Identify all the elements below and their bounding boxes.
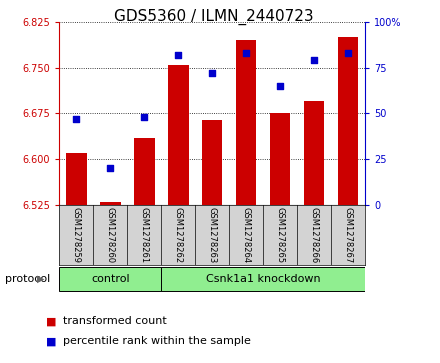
Bar <box>202 119 223 205</box>
Text: GSM1278261: GSM1278261 <box>140 207 149 263</box>
Text: percentile rank within the sample: percentile rank within the sample <box>63 336 251 346</box>
Point <box>209 70 216 76</box>
Point <box>175 52 182 58</box>
Text: transformed count: transformed count <box>63 316 167 326</box>
Text: ■: ■ <box>46 336 57 346</box>
Text: ■: ■ <box>46 316 57 326</box>
Bar <box>100 202 121 205</box>
Text: ▶: ▶ <box>37 274 44 284</box>
Bar <box>59 268 161 291</box>
Bar <box>270 114 290 205</box>
Point <box>243 50 250 56</box>
Text: protocol: protocol <box>5 274 51 284</box>
Bar <box>134 138 154 205</box>
Text: GSM1278264: GSM1278264 <box>242 207 251 263</box>
Text: control: control <box>91 274 130 284</box>
Text: GSM1278266: GSM1278266 <box>310 207 319 263</box>
Text: GSM1278259: GSM1278259 <box>72 207 81 263</box>
Bar <box>236 40 257 205</box>
Text: GSM1278267: GSM1278267 <box>344 207 353 263</box>
Point <box>73 116 80 122</box>
Point <box>107 166 114 171</box>
Point <box>345 50 352 56</box>
Text: GDS5360 / ILMN_2440723: GDS5360 / ILMN_2440723 <box>114 9 313 25</box>
Text: GSM1278265: GSM1278265 <box>276 207 285 263</box>
Point <box>141 114 148 120</box>
Bar <box>338 37 359 205</box>
Text: GSM1278260: GSM1278260 <box>106 207 115 263</box>
Bar <box>304 101 324 205</box>
Bar <box>168 65 188 205</box>
Bar <box>161 268 365 291</box>
Text: Csnk1a1 knockdown: Csnk1a1 knockdown <box>206 274 321 284</box>
Point <box>277 83 284 89</box>
Text: GSM1278263: GSM1278263 <box>208 207 217 263</box>
Text: GSM1278262: GSM1278262 <box>174 207 183 263</box>
Point <box>311 57 318 63</box>
Bar <box>66 153 87 205</box>
